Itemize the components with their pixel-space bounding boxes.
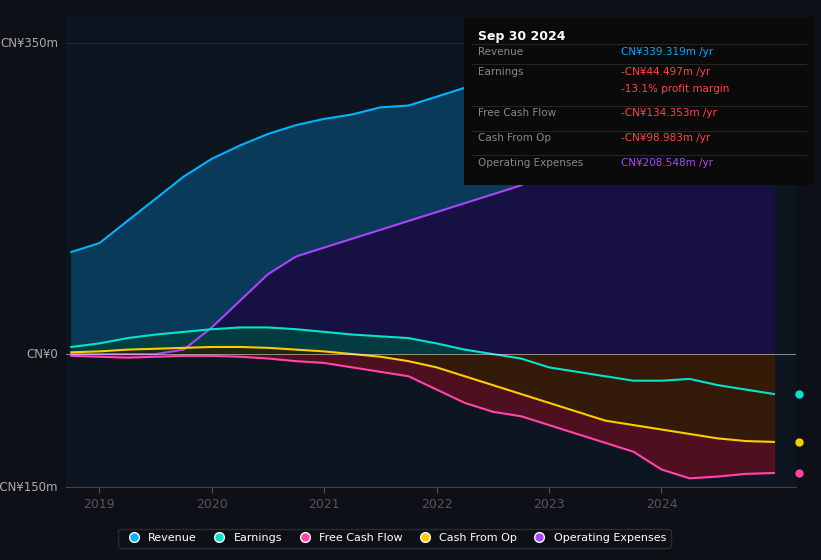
Text: Cash From Op: Cash From Op xyxy=(478,133,551,143)
Text: CN¥0: CN¥0 xyxy=(26,348,58,361)
Text: CN¥339.319m /yr: CN¥339.319m /yr xyxy=(621,47,713,57)
Text: -CN¥98.983m /yr: -CN¥98.983m /yr xyxy=(621,133,710,143)
Text: -CN¥150m: -CN¥150m xyxy=(0,480,58,494)
Text: CN¥208.548m /yr: CN¥208.548m /yr xyxy=(621,158,713,168)
Text: -CN¥134.353m /yr: -CN¥134.353m /yr xyxy=(621,108,717,118)
Text: Revenue: Revenue xyxy=(478,47,523,57)
Text: Earnings: Earnings xyxy=(478,67,523,77)
Text: Operating Expenses: Operating Expenses xyxy=(478,158,583,168)
Text: Sep 30 2024: Sep 30 2024 xyxy=(478,30,566,43)
Text: -13.1% profit margin: -13.1% profit margin xyxy=(621,84,729,94)
Legend: Revenue, Earnings, Free Cash Flow, Cash From Op, Operating Expenses: Revenue, Earnings, Free Cash Flow, Cash … xyxy=(118,529,671,548)
Text: Free Cash Flow: Free Cash Flow xyxy=(478,108,556,118)
Text: CN¥350m: CN¥350m xyxy=(0,37,58,50)
Text: -CN¥44.497m /yr: -CN¥44.497m /yr xyxy=(621,67,710,77)
